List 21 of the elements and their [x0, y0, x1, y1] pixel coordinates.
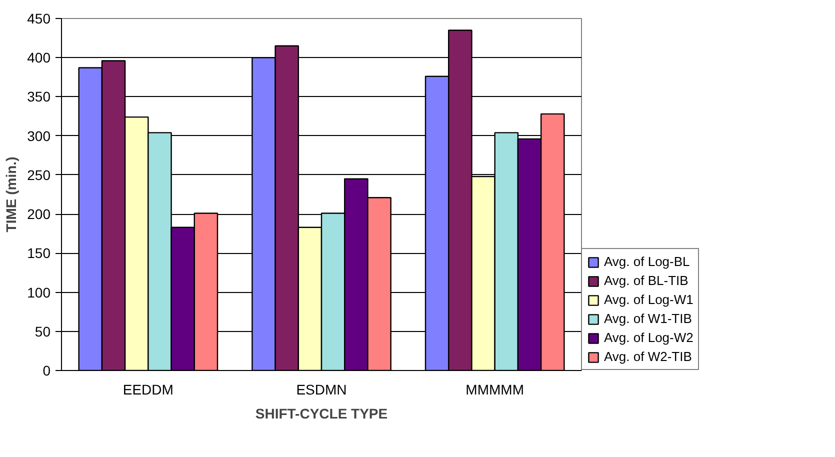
y-tick-label: 350 — [27, 88, 51, 105]
x-tick-label: EEDDM — [122, 382, 174, 398]
x-tick-label: MMMMM — [466, 382, 524, 398]
y-tick-label: 300 — [27, 128, 51, 144]
legend-label: Avg. of W2-TIB — [604, 349, 692, 364]
legend-label: Avg. of Log-BL — [604, 254, 690, 269]
x-axis-title: SHIFT-CYCLE TYPE — [255, 406, 388, 422]
y-axis-title: TIME (min.) — [3, 156, 20, 232]
y-tick-label: 0 — [42, 362, 51, 378]
y-tick-label: 50 — [34, 323, 51, 340]
legend-label: Avg. of BL-TIB — [604, 273, 688, 288]
legend-label: Avg. of Log-W2 — [604, 330, 694, 345]
y-tick-label: 200 — [27, 206, 51, 222]
y-tick-label: 150 — [27, 245, 51, 262]
y-tick-label: 250 — [27, 166, 51, 183]
x-tick-label: ESDMN — [296, 382, 347, 398]
legend-label: Avg. of W1-TIB — [604, 311, 692, 326]
y-tick-label: 400 — [27, 50, 51, 66]
legend-label: Avg. of Log-W1 — [604, 292, 694, 307]
y-tick-label: 100 — [27, 284, 51, 300]
y-tick-label: 450 — [27, 10, 51, 26]
